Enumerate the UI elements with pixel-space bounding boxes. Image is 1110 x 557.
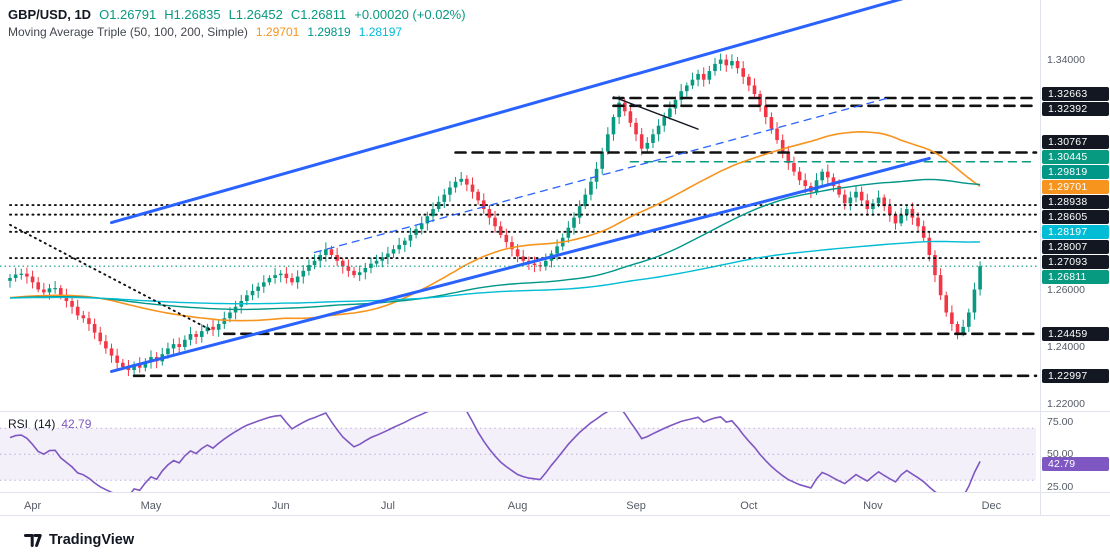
price-badge: 1.24459 bbox=[1042, 326, 1109, 341]
price-badge: 1.29701 bbox=[1042, 179, 1109, 194]
tradingview-logo-text: TradingView bbox=[49, 531, 135, 548]
trendlines[interactable] bbox=[0, 0, 1038, 373]
time-axis-label: Nov bbox=[863, 500, 883, 512]
indicator-legend[interactable]: Moving Average Triple (50, 100, 200, Sim… bbox=[8, 25, 402, 39]
close-value: C1.26811 bbox=[290, 7, 347, 22]
rsi-value-badge: 42.79 bbox=[1042, 456, 1109, 471]
rsi-axis-label: 25.00 bbox=[1047, 480, 1074, 493]
rsi-value: 42.79 bbox=[61, 417, 92, 431]
indicator-title: Moving Average Triple (50, 100, 200, Sim… bbox=[8, 25, 248, 39]
tradingview-logo[interactable]: TradingView bbox=[22, 529, 134, 550]
moving-average-lines bbox=[9, 130, 981, 322]
pane-separators bbox=[0, 411, 1110, 516]
open-value: O1.26791 bbox=[99, 7, 157, 22]
candlestick-series bbox=[8, 53, 982, 378]
ma100-value: 1.29819 bbox=[307, 25, 351, 39]
time-axis-label: Apr bbox=[23, 500, 42, 512]
price-badge: 1.28605 bbox=[1042, 209, 1109, 224]
price-axis-label: 1.24000 bbox=[1047, 340, 1085, 353]
rsi-plot bbox=[0, 412, 1036, 492]
price-badge: 1.27093 bbox=[1042, 254, 1109, 269]
symbol-title[interactable]: GBP/USD, 1D bbox=[8, 7, 92, 22]
price-axis-label: 1.22000 bbox=[1047, 398, 1085, 411]
symbol-legend[interactable]: GBP/USD, 1D O1.26791 H1.26835 L1.26452 C… bbox=[8, 7, 466, 22]
price-axis-label: 1.26000 bbox=[1047, 283, 1085, 296]
time-axis[interactable]: Apr May Jun Jul Aug Sep Oct Nov Dec bbox=[0, 494, 1040, 516]
price-badge: 1.28197 bbox=[1042, 224, 1109, 239]
rsi-axis-label: 75.00 bbox=[1047, 415, 1074, 428]
price-badge: 1.26811 bbox=[1042, 269, 1109, 284]
time-axis-label: May bbox=[140, 500, 162, 512]
price-badge: 1.30767 bbox=[1042, 134, 1109, 149]
price-axis-label: 1.34000 bbox=[1047, 53, 1085, 66]
rsi-params: (14) bbox=[34, 417, 56, 431]
ma50-value: 1.29701 bbox=[255, 25, 300, 39]
price-axis[interactable]: 1.34000 1.26000 1.24000 1.22000 75.00 50.00 25… bbox=[1040, 0, 1110, 516]
change-value: +0.00020 (+0.02%) bbox=[354, 7, 466, 22]
rsi-title: RSI bbox=[8, 417, 29, 431]
low-value: L1.26452 bbox=[228, 7, 283, 22]
time-axis-label: Dec bbox=[981, 500, 1002, 512]
time-axis-label: Sep bbox=[626, 500, 646, 512]
price-badge: 1.28938 bbox=[1042, 194, 1109, 209]
ma200-value: 1.28197 bbox=[358, 25, 403, 39]
time-axis-label: Aug bbox=[507, 500, 528, 512]
time-axis-label: Jun bbox=[271, 500, 290, 512]
rsi-legend[interactable]: RSI (14) 42.79 bbox=[8, 417, 91, 431]
high-value: H1.26835 bbox=[164, 7, 221, 22]
tradingview-logo-icon bbox=[24, 534, 42, 547]
price-badge: 1.32663 bbox=[1042, 87, 1109, 102]
price-badge: 1.22997 bbox=[1042, 368, 1109, 383]
price-badge: 1.32392 bbox=[1042, 102, 1109, 117]
horizontal-levels[interactable] bbox=[9, 96, 1038, 378]
time-axis-label: Oct bbox=[740, 500, 758, 512]
time-axis-label: Jul bbox=[380, 500, 395, 512]
price-badge: 1.30445 bbox=[1042, 149, 1109, 164]
price-badge: 1.28007 bbox=[1042, 239, 1109, 254]
price-badge: 1.29819 bbox=[1042, 164, 1109, 179]
